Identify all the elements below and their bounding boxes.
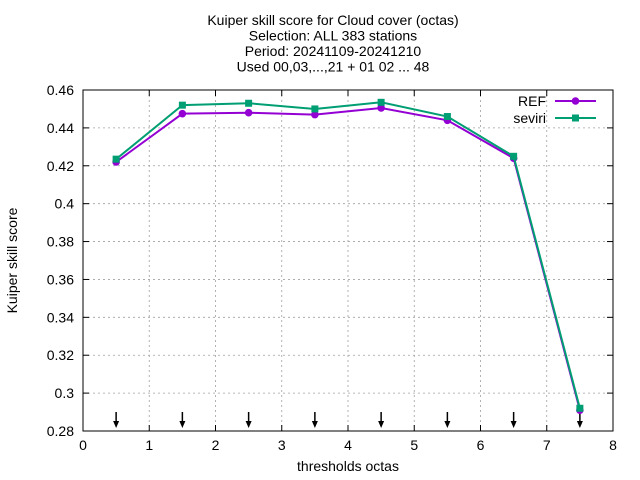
chart-title: Kuiper skill score for Cloud cover (octa… — [207, 12, 458, 75]
x-tick-label: 5 — [410, 437, 418, 453]
chart-title-line: Used 00,03,...,21 + 01 02 ... 48 — [237, 59, 430, 75]
threshold-arrow — [179, 412, 186, 428]
data-point — [576, 404, 584, 412]
y-tick-label: 0.44 — [47, 120, 74, 136]
series-line — [115, 106, 581, 411]
data-series — [112, 98, 584, 414]
threshold-arrow — [378, 412, 385, 428]
data-point — [178, 101, 186, 109]
chart-title-line: Kuiper skill score for Cloud cover (octa… — [207, 12, 458, 28]
x-tick-label: 4 — [344, 437, 352, 453]
threshold-arrow — [245, 412, 252, 428]
chart-title-line: Period: 20241109-20241210 — [245, 43, 422, 59]
y-axis-label: Kuiper skill score — [4, 207, 20, 313]
threshold-arrows — [113, 412, 583, 428]
x-tick-label: 6 — [477, 437, 485, 453]
y-tick-label: 0.36 — [47, 271, 74, 287]
threshold-arrow — [113, 412, 120, 428]
threshold-arrow-head — [311, 421, 318, 428]
threshold-arrow-head — [510, 421, 517, 428]
data-point — [377, 104, 385, 112]
x-axis-label: thresholds octas — [297, 458, 399, 474]
grid-lines — [83, 90, 613, 431]
x-tick-label: 7 — [543, 437, 551, 453]
y-tick-label: 0.32 — [47, 347, 74, 363]
x-tick-label: 8 — [609, 437, 617, 453]
data-point — [443, 113, 451, 121]
axis-ticks: 0 1 2 3 4 5 6 7 8 0.28 0.3 0.32 0.34 0.36 0.38 0.4 0.42 0… — [47, 82, 617, 453]
threshold-arrow-head — [179, 421, 186, 428]
y-tick-label: 0.28 — [47, 423, 74, 439]
chart-title-line: Selection: ALL 383 stations — [249, 28, 417, 44]
data-point — [311, 110, 319, 119]
legend-label: REF — [518, 93, 546, 109]
x-tick-label: 3 — [278, 437, 286, 453]
data-point — [311, 105, 319, 113]
legend-swatch-marker — [572, 114, 579, 122]
y-tick-label: 0.3 — [55, 385, 75, 401]
series-seviri — [112, 98, 584, 412]
data-point — [245, 99, 253, 107]
threshold-arrow — [311, 412, 318, 428]
legend-swatch-marker — [571, 97, 580, 105]
y-tick-label: 0.34 — [47, 309, 74, 325]
y-tick-label: 0.38 — [47, 234, 74, 250]
y-tick-label: 0.42 — [47, 158, 74, 174]
threshold-arrow — [576, 412, 583, 428]
series-line — [115, 101, 581, 409]
data-point — [377, 98, 385, 106]
data-point — [510, 152, 518, 160]
threshold-arrow-head — [444, 421, 451, 428]
threshold-arrow — [444, 412, 451, 428]
y-tick-label: 0.46 — [47, 82, 74, 98]
threshold-arrow-head — [113, 421, 120, 428]
threshold-arrow-head — [245, 421, 252, 428]
legend-label: seviri — [513, 110, 546, 126]
threshold-arrow-head — [576, 421, 583, 428]
threshold-arrow-head — [378, 421, 385, 428]
data-point — [178, 109, 187, 118]
x-tick-label: 1 — [145, 437, 153, 453]
x-tick-label: 0 — [79, 437, 87, 453]
x-tick-label: 2 — [212, 437, 220, 453]
threshold-arrow — [510, 412, 517, 428]
y-tick-label: 0.4 — [55, 196, 75, 212]
data-point — [244, 108, 253, 117]
data-point — [112, 155, 120, 163]
